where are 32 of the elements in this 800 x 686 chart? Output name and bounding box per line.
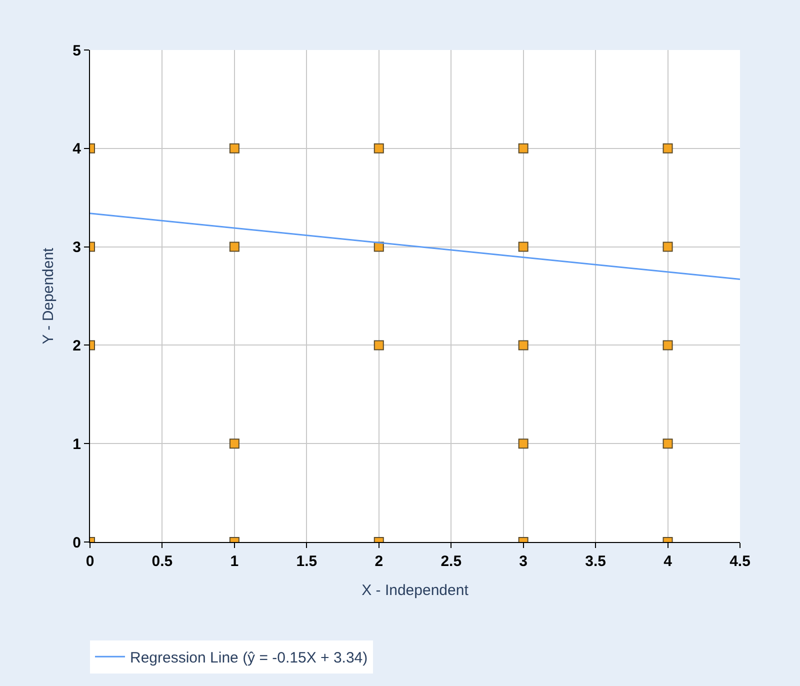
legend-label: Regression Line (ŷ = -0.15X + 3.34) bbox=[130, 650, 368, 666]
x-tick-label: 1.5 bbox=[296, 553, 318, 570]
x-tick-label: 4.5 bbox=[730, 553, 750, 570]
point bbox=[662, 143, 673, 154]
point bbox=[662, 242, 673, 252]
point bbox=[374, 340, 384, 350]
point bbox=[518, 340, 528, 350]
point bbox=[229, 438, 240, 449]
x-tick-label: 0 bbox=[86, 553, 94, 570]
y-tick-label: 4 bbox=[72, 140, 82, 158]
x-tick-label: 4 bbox=[664, 553, 673, 570]
point bbox=[518, 242, 528, 252]
y-tick-label: 5 bbox=[72, 42, 81, 60]
point bbox=[662, 340, 673, 350]
y-tick-label: 2 bbox=[72, 337, 81, 354]
y-tick-label: 1 bbox=[72, 436, 81, 453]
x-tick-label: 2 bbox=[374, 553, 384, 570]
point bbox=[662, 438, 673, 449]
x-axis-title: X - Independent bbox=[362, 582, 470, 599]
x-tick-label: 3 bbox=[519, 553, 528, 570]
x-tick-label: 3.5 bbox=[585, 553, 606, 570]
y-axis-title: Y - Dependent bbox=[40, 246, 57, 344]
x-tick-label: 1 bbox=[230, 553, 239, 570]
point bbox=[518, 438, 528, 449]
point bbox=[229, 242, 240, 252]
y-tick-label: 3 bbox=[72, 239, 81, 256]
point bbox=[374, 143, 384, 154]
y-tick-label: 0 bbox=[72, 534, 81, 552]
x-tick-label: 0.5 bbox=[152, 553, 173, 570]
x-tick-label: 2.5 bbox=[440, 553, 462, 570]
point bbox=[518, 143, 528, 154]
point bbox=[229, 143, 240, 154]
